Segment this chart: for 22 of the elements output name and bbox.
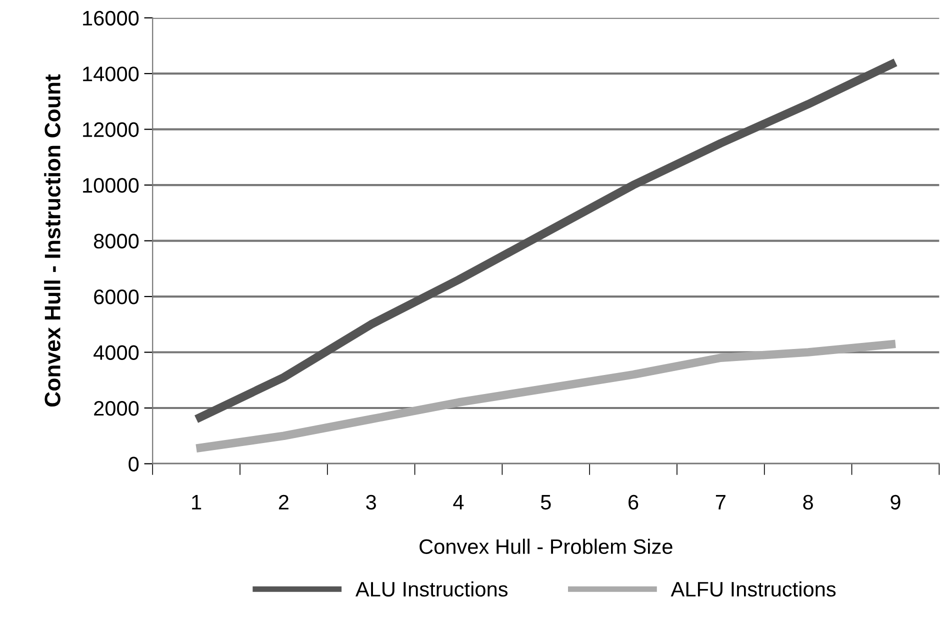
legend-label: ALFU Instructions — [670, 581, 836, 597]
y-tick-label: 14000 — [83, 66, 139, 82]
y-tick-label: 12000 — [83, 122, 139, 138]
y-tick-label: 0 — [128, 456, 139, 472]
y-tick-label: 10000 — [83, 178, 139, 193]
x-tick-label: 9 — [890, 494, 900, 510]
x-tick-label: 5 — [540, 495, 551, 510]
x-tick-label: 1 — [192, 495, 202, 510]
y-axis-title: Convex Hull - Instruction Count — [44, 74, 60, 407]
x-tick-label: 7 — [716, 495, 726, 510]
y-tick-label: 2000 — [94, 401, 139, 416]
x-tick-label: 2 — [278, 494, 288, 510]
legend-label: ALU Instructions — [355, 581, 508, 597]
y-tick-label: 6000 — [94, 290, 139, 304]
x-tick-label: 4 — [453, 495, 464, 510]
x-tick-label: 8 — [803, 494, 813, 510]
y-tick-label: 16000 — [83, 10, 139, 26]
y-tick-label: 4000 — [94, 345, 139, 360]
x-tick-label: 3 — [366, 494, 376, 510]
x-tick-label: 6 — [628, 494, 638, 510]
y-tick-label: 8000 — [94, 234, 139, 249]
x-axis-title: Convex Hull - Problem Size — [420, 538, 672, 554]
